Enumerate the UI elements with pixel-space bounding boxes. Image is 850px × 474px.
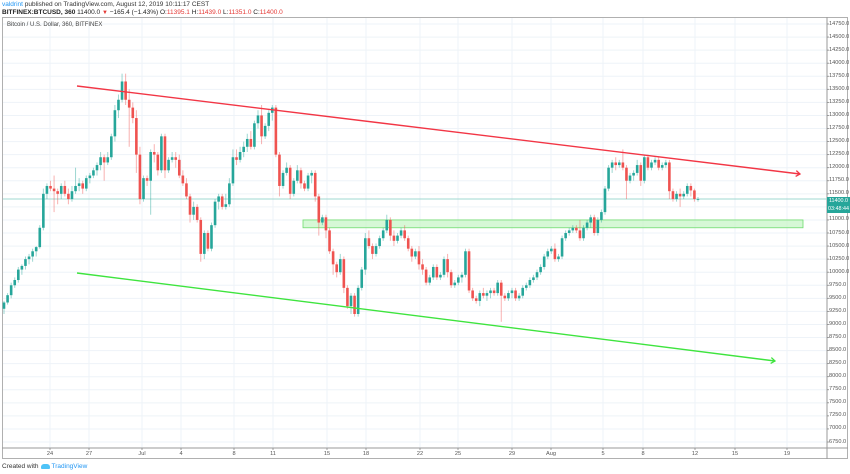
publish-info: valdrint published on TradingView.com, A… xyxy=(2,1,209,8)
time-tick-label: 8 xyxy=(232,451,236,457)
time-tick-label: 5 xyxy=(601,451,605,457)
price-change: −165.4 (−1.43%) xyxy=(109,9,159,16)
price-tick-label: 8750.0 xyxy=(829,334,847,340)
time-tick-label: 15 xyxy=(731,451,739,457)
tradingview-logo-icon xyxy=(40,463,50,469)
time-tick-label: 22 xyxy=(416,451,424,457)
chart-legend: Bitcoin / U.S. Dollar, 360, BITFINEX xyxy=(7,22,103,28)
price-tick-label: 10250.0 xyxy=(829,255,850,262)
price-tick-label: 9250.0 xyxy=(829,307,847,314)
high-label: H: xyxy=(191,9,199,16)
price-tick-label: 14250.0 xyxy=(829,46,850,53)
close-label: C: xyxy=(253,9,260,16)
close-value: 11400.0 xyxy=(259,9,283,16)
price-tick-label: 13000.0 xyxy=(829,111,850,118)
time-tick-label: 11 xyxy=(270,451,276,457)
created-with-label: Created with xyxy=(2,463,39,470)
price-tick-label: 9500.0 xyxy=(829,294,847,301)
low-value: 11351.0 xyxy=(228,9,252,16)
symbol-label: BITFINEX:BTCUSD, 360 xyxy=(2,9,76,16)
price-tick-label: 14500.0 xyxy=(829,33,850,40)
price-tick-label: 9000.0 xyxy=(829,320,847,327)
time-tick-label: 4 xyxy=(179,451,183,457)
price-tick-label: 11500.0 xyxy=(829,190,849,197)
price-tick-label: 6750.0 xyxy=(829,438,847,445)
time-tick-label: 8 xyxy=(641,451,645,457)
price-tick-label: 13250.0 xyxy=(829,98,850,105)
publish-text: published on TradingView.com, August 12,… xyxy=(22,1,210,8)
tradingview-link[interactable]: TradingView xyxy=(51,463,88,470)
price-tick-label: 12000.0 xyxy=(829,164,850,171)
time-tick-label: 29 xyxy=(508,451,516,457)
price-tick-label: 10750.0 xyxy=(829,229,850,236)
time-tick-label: 18 xyxy=(362,451,370,457)
price-tick-label: 8000.0 xyxy=(829,373,847,380)
price-tick-label: 14750.0 xyxy=(829,20,850,27)
price-tick-label: 11000.0 xyxy=(829,216,849,223)
low-label: L: xyxy=(223,9,229,16)
price-tick-label: 14000.0 xyxy=(829,59,850,66)
open-label: O: xyxy=(159,9,167,16)
price-tick-label: 12250.0 xyxy=(829,151,850,158)
last-price-badge: 11400.0 xyxy=(827,197,850,205)
price-tick-label: 7500.0 xyxy=(829,399,847,406)
time-tick-label: 25 xyxy=(454,451,462,457)
time-tick-label: Jul xyxy=(138,451,146,457)
price-tick-label: 13750.0 xyxy=(829,72,850,79)
price-tick-label: 9750.0 xyxy=(829,281,847,288)
open-value: 11395.1 xyxy=(166,9,190,16)
time-tick-label: Aug xyxy=(546,451,556,457)
price-tick-label: 8250.0 xyxy=(829,360,847,367)
time-tick-label: 24 xyxy=(46,451,54,457)
last-price: 11400.0 xyxy=(77,9,101,16)
author-link[interactable]: valdrint xyxy=(2,1,23,8)
price-tick-label: 10000.0 xyxy=(829,268,850,275)
symbol-summary: BITFINEX:BTCUSD, 360 11400.0 ▼ −165.4 (−… xyxy=(2,9,283,16)
price-tick-label: 13500.0 xyxy=(829,85,850,92)
footer: Created with TradingView xyxy=(2,463,87,470)
price-tick-label: 12750.0 xyxy=(829,125,850,131)
price-tick-label: 11750.0 xyxy=(829,177,849,184)
price-tick-label: 7250.0 xyxy=(829,412,847,419)
high-value: 11439.0 xyxy=(198,9,222,16)
price-tick-label: 7750.0 xyxy=(829,386,847,393)
price-tick-label: 8500.0 xyxy=(829,347,847,354)
chart-frame xyxy=(2,17,848,459)
price-tick-label: 12500.0 xyxy=(829,138,850,145)
price-tick-label: 7000.0 xyxy=(829,425,847,432)
time-tick-label: 19 xyxy=(783,451,791,457)
countdown-badge: 03:48:44 xyxy=(827,205,850,213)
price-tick-label: 10500.0 xyxy=(829,242,850,249)
time-tick-label: 27 xyxy=(85,451,93,457)
time-tick-label: 12 xyxy=(691,451,699,457)
down-arrow-icon: ▼ xyxy=(101,10,108,16)
time-tick-label: 15 xyxy=(323,451,331,457)
